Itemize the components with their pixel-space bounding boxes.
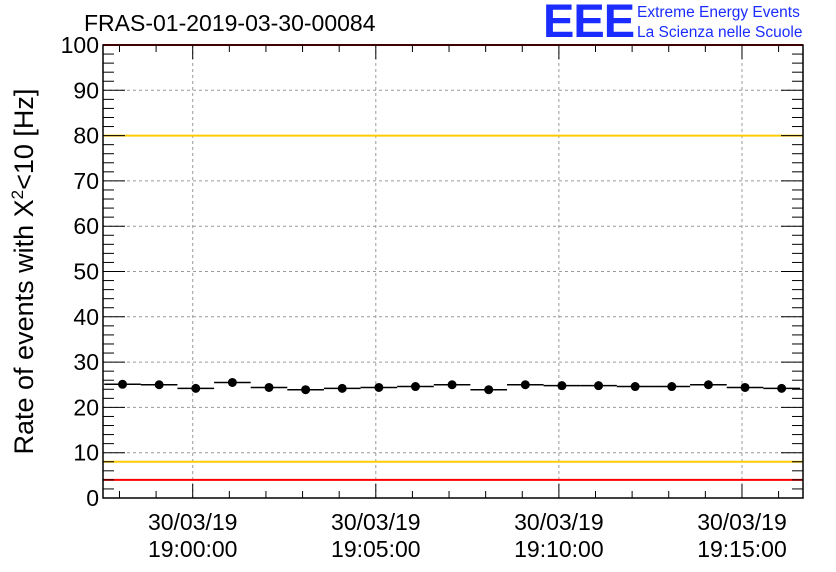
- y-tick-label: 0: [86, 485, 99, 511]
- x-tick-time: 19:00:00: [148, 536, 238, 562]
- y-tick-label: 100: [61, 32, 99, 58]
- data-point: [410, 382, 420, 392]
- data-point: [301, 385, 311, 395]
- x-tick-time: 19:05:00: [331, 536, 421, 562]
- data-point: [154, 380, 164, 390]
- data-point: [520, 380, 530, 390]
- y-tick-label: 50: [73, 259, 99, 285]
- eee-logo: EEE Extreme Energy Events La Scienza nel…: [543, 0, 833, 47]
- data-point: [667, 382, 677, 392]
- data-point: [594, 381, 604, 391]
- logo-line-1: Extreme Energy Events: [637, 4, 800, 21]
- x-tick-date: 30/03/19: [331, 509, 421, 535]
- logo-line-2: La Scienza nelle Scuole: [637, 24, 803, 41]
- data-point: [703, 380, 713, 390]
- y-tick-label: 90: [73, 77, 99, 103]
- y-tick-label: 60: [73, 213, 99, 239]
- y-tick-label: 10: [73, 440, 99, 466]
- data-point: [374, 382, 384, 392]
- y-tick-label: 20: [73, 394, 99, 420]
- x-tick-date: 30/03/19: [697, 509, 787, 535]
- data-point: [777, 383, 787, 393]
- x-tick-date: 30/03/19: [514, 509, 604, 535]
- y-tick-label: 40: [73, 304, 99, 330]
- data-point: [191, 383, 201, 393]
- x-tick-date: 30/03/19: [148, 509, 238, 535]
- data-point: [447, 380, 457, 390]
- logo-mark: EEE: [543, 0, 635, 47]
- data-point: [264, 382, 274, 392]
- data-point: [118, 379, 128, 389]
- y-tick-label: 80: [73, 123, 99, 149]
- data-point: [484, 385, 494, 395]
- data-point: [557, 381, 567, 391]
- x-tick-time: 19:10:00: [514, 536, 604, 562]
- data-point: [227, 377, 237, 387]
- data-point: [337, 383, 347, 393]
- data-point: [630, 382, 640, 392]
- y-tick-label: 30: [73, 349, 99, 375]
- y-tick-label: 70: [73, 168, 99, 194]
- data-point: [740, 382, 750, 392]
- x-tick-time: 19:15:00: [697, 536, 787, 562]
- chart-title: FRAS-01-2019-03-30-00084: [84, 10, 376, 36]
